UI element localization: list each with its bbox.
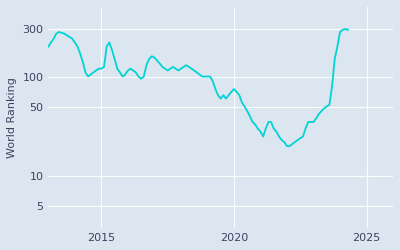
- Y-axis label: World Ranking: World Ranking: [7, 77, 17, 158]
